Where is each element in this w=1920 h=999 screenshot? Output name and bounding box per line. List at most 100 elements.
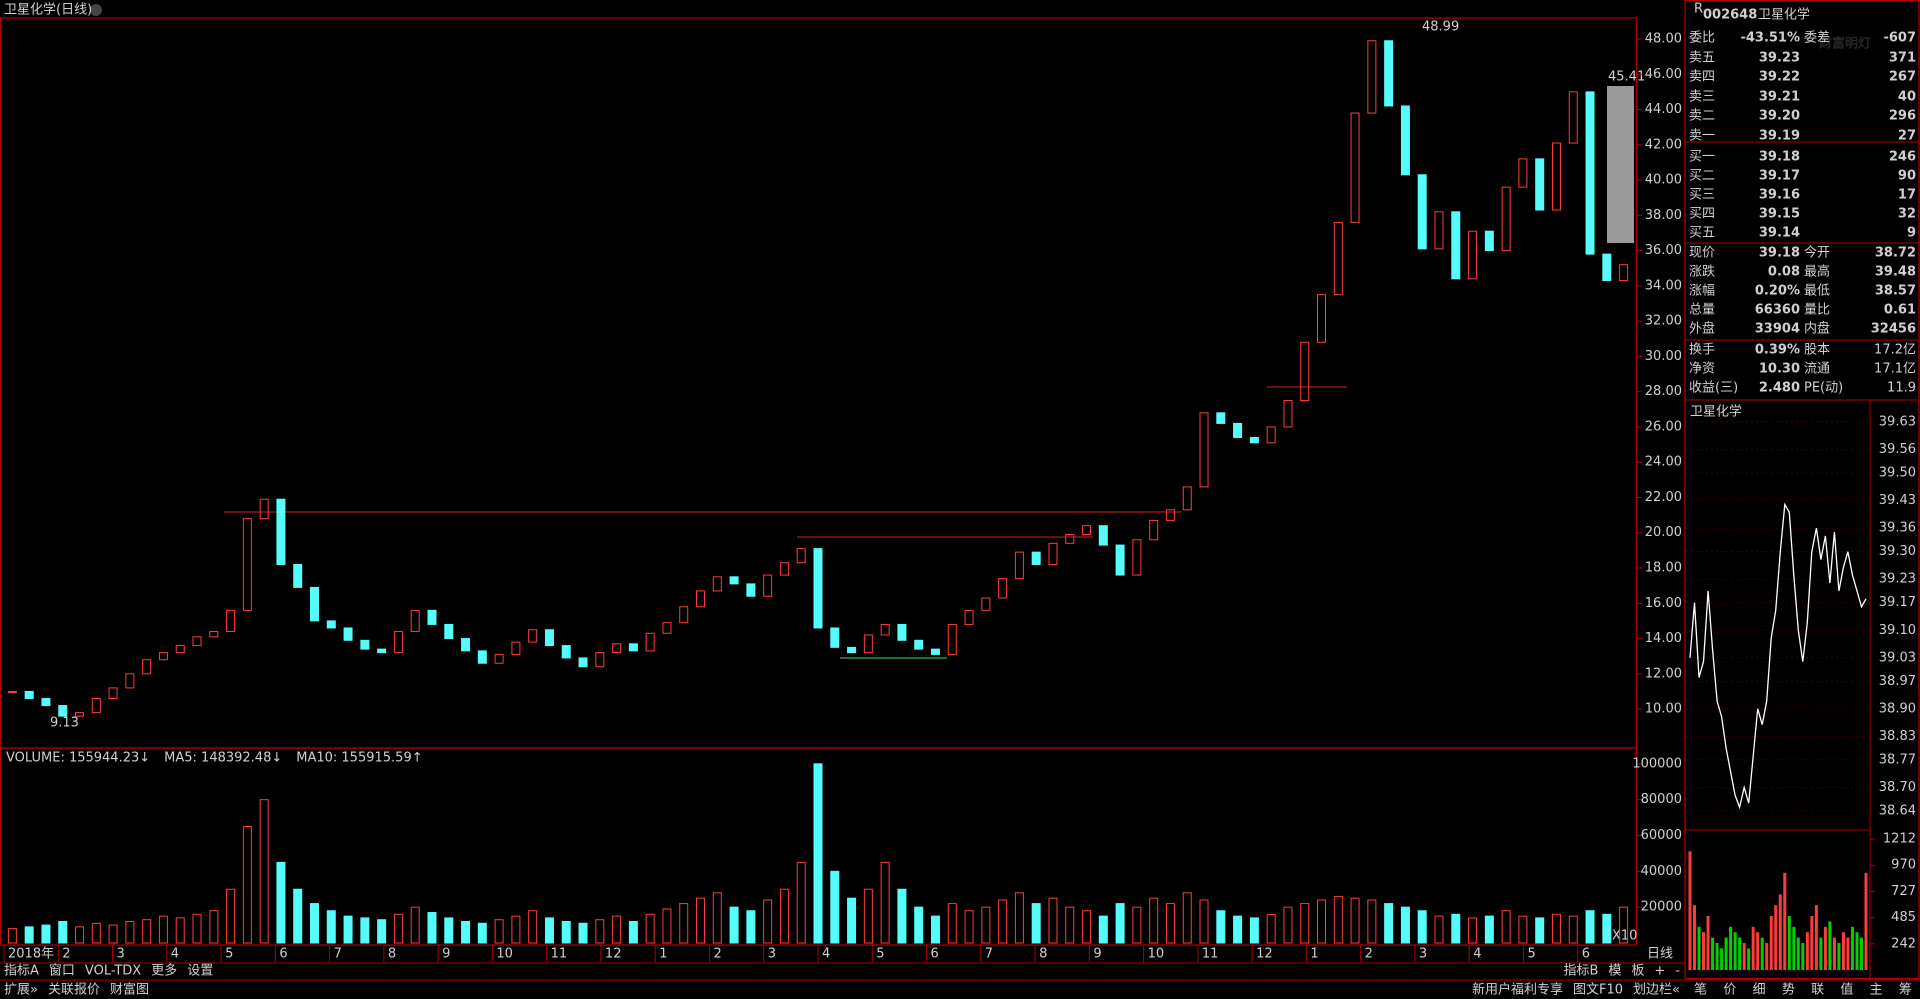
x-tick-label: 7 [334, 947, 342, 962]
y-tick-label: 34.00 [1645, 278, 1682, 293]
buy-volume: 32 [1898, 207, 1916, 222]
volume-bar [696, 897, 706, 944]
tab[interactable]: 联 [1811, 983, 1824, 998]
candle [259, 498, 269, 520]
toolbar-item[interactable]: 划边栏« [1633, 983, 1680, 998]
volume-bar [1098, 915, 1108, 944]
y-tick-label: 39.17 [1879, 595, 1916, 610]
sell-volume: 27 [1898, 129, 1916, 144]
toolbar-item[interactable]: 指标B [1563, 964, 1598, 979]
toolbar-item[interactable]: 窗口 [49, 963, 75, 979]
intraday-volume-bar [1738, 937, 1742, 970]
volume-bar [544, 917, 554, 944]
volume-bar [309, 903, 319, 944]
candle [1568, 91, 1578, 144]
volume-bar [1417, 910, 1427, 944]
candle [1551, 142, 1561, 211]
info-label: 流通 [1804, 362, 1830, 377]
volume-bar [125, 920, 135, 944]
stock-code: 002648 [1703, 8, 1757, 23]
volume-bar [360, 917, 370, 944]
y-tick-label: 38.90 [1879, 701, 1916, 716]
volume-bar [75, 926, 85, 944]
candle [192, 636, 202, 647]
tab[interactable]: 值 [1840, 982, 1853, 998]
stat-price: 66360 [1755, 303, 1800, 318]
toolbar-item[interactable]: - [1675, 964, 1680, 979]
toolbar-item[interactable]: + [1654, 964, 1665, 979]
tab[interactable]: 笔 [1694, 982, 1707, 998]
volume-bar [561, 920, 571, 944]
x-tick-label: 11 [1202, 947, 1219, 962]
candle [561, 645, 571, 659]
quote-frame [1684, 0, 1920, 980]
toolbar-item[interactable]: 板 [1631, 964, 1644, 979]
volume-bar [142, 919, 152, 944]
candle [863, 634, 873, 654]
intraday-volume-bar [1751, 926, 1755, 970]
toolbar-item[interactable]: 图文F10 [1573, 983, 1623, 998]
volume-bar [58, 920, 68, 944]
tab[interactable]: 主 [1870, 983, 1883, 998]
candle [360, 639, 370, 650]
volume-bar [897, 888, 907, 944]
intraday-volume-bar [1778, 894, 1782, 970]
buy-price: 39.14 [1759, 226, 1800, 241]
volume-bar [1048, 897, 1058, 944]
buy-price: 39.16 [1759, 188, 1800, 203]
toolbar-item[interactable]: 更多 [151, 963, 177, 979]
toolbar-item[interactable]: VOL-TDX [85, 964, 141, 979]
intraday-volume-bar [1792, 926, 1796, 970]
candle [91, 697, 101, 714]
volume-bar [24, 926, 34, 944]
candle [1300, 341, 1310, 401]
sell-volume: 267 [1889, 70, 1916, 85]
candle [1233, 422, 1243, 439]
volume-bar [1535, 917, 1545, 944]
y-tick-label: 20.00 [1645, 525, 1682, 540]
volume-bar [1115, 903, 1125, 944]
tab[interactable]: 筹 [1899, 982, 1912, 998]
candle [410, 609, 420, 632]
candle [746, 583, 756, 597]
intraday-volume-bar [1774, 905, 1778, 970]
volume-bar [1367, 899, 1377, 944]
intraday-volume-bar [1819, 937, 1823, 970]
toolbar-item[interactable]: 新用户福利专享 [1472, 982, 1563, 998]
intraday-volume-bar [1724, 937, 1728, 970]
tab[interactable]: 细 [1753, 983, 1766, 998]
stat-label: 涨幅 [1689, 284, 1715, 299]
buy-price: 39.17 [1759, 169, 1800, 184]
intraday-volume-bar [1837, 943, 1841, 970]
period-label[interactable]: 日线 [1647, 947, 1673, 962]
intraday-volume-bar [1850, 926, 1854, 970]
candle [1266, 426, 1276, 444]
candle [779, 562, 789, 576]
y-tick-label: 28.00 [1645, 384, 1682, 399]
volume-bar [1082, 910, 1092, 944]
y-tick-label: 24.00 [1645, 455, 1682, 470]
tab[interactable]: 势 [1782, 982, 1795, 998]
volume-bar [91, 922, 101, 944]
candle [813, 548, 823, 629]
x-tick-label: 3 [117, 947, 125, 962]
toolbar-item[interactable]: 设置 [187, 964, 213, 979]
volume-bar [1249, 917, 1259, 944]
volume-bar [981, 906, 991, 944]
toolbar-item[interactable]: 关联报价 [48, 983, 100, 998]
tab[interactable]: 价 [1723, 983, 1736, 998]
x-tick-label: 2 [62, 947, 70, 962]
menu-icon[interactable] [90, 4, 102, 16]
volume-bar [528, 910, 538, 944]
toolbar-item[interactable]: 模 [1608, 964, 1621, 979]
toolbar-item[interactable]: 扩展» [4, 983, 38, 998]
toolbar-item[interactable]: 财富图 [110, 982, 149, 998]
toolbar-item[interactable]: 指标A [4, 964, 39, 979]
y-tick-label: 26.00 [1645, 419, 1682, 434]
y-tick-label: 242 [1891, 936, 1916, 951]
intraday-volume-bar [1693, 905, 1697, 970]
intraday-volume-bar [1769, 916, 1773, 970]
volume-bar [276, 861, 286, 944]
intraday-volume-bar [1765, 943, 1769, 970]
candle [645, 632, 655, 652]
